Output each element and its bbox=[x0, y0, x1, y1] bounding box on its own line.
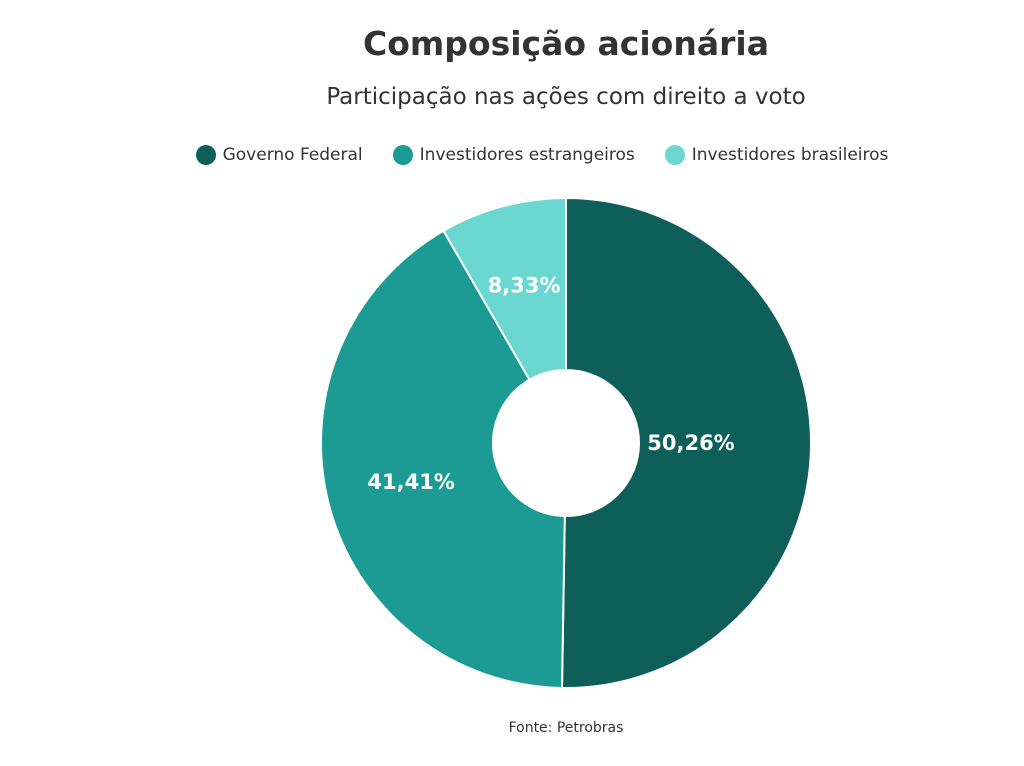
slice-investidores-brasileiros[interactable] bbox=[442, 196, 567, 382]
chart-subtitle: Participação nas ações com direito a vot… bbox=[326, 84, 806, 110]
legend-item-investidores-estrangeiros[interactable]: Investidores estrangeiros bbox=[392, 145, 635, 165]
slice-investidores-estrangeiros[interactable] bbox=[320, 229, 566, 689]
legend-swatch bbox=[392, 145, 413, 165]
legend-item-investidores-brasileiros[interactable]: Investidores brasileiros bbox=[664, 145, 889, 165]
legend-swatch bbox=[664, 145, 685, 165]
slice-value-label: 41,41% bbox=[367, 470, 454, 494]
slice-value-label: 50,26% bbox=[647, 431, 734, 455]
legend-label: Investidores brasileiros bbox=[691, 145, 889, 165]
legend-swatch bbox=[195, 145, 216, 165]
slice-governo-federal[interactable] bbox=[560, 196, 813, 689]
chart-source: Fonte: Petrobras bbox=[508, 720, 624, 736]
slice-value-label: 8,33% bbox=[488, 274, 561, 298]
legend-label: Investidores estrangeiros bbox=[419, 145, 635, 165]
legend-label: Governo Federal bbox=[222, 145, 363, 165]
chart-legend: Governo Federal Investidores estrangeiro… bbox=[0, 145, 1024, 165]
chart-title: Composição acionária bbox=[363, 24, 769, 63]
legend-item-governo-federal[interactable]: Governo Federal bbox=[195, 145, 363, 165]
